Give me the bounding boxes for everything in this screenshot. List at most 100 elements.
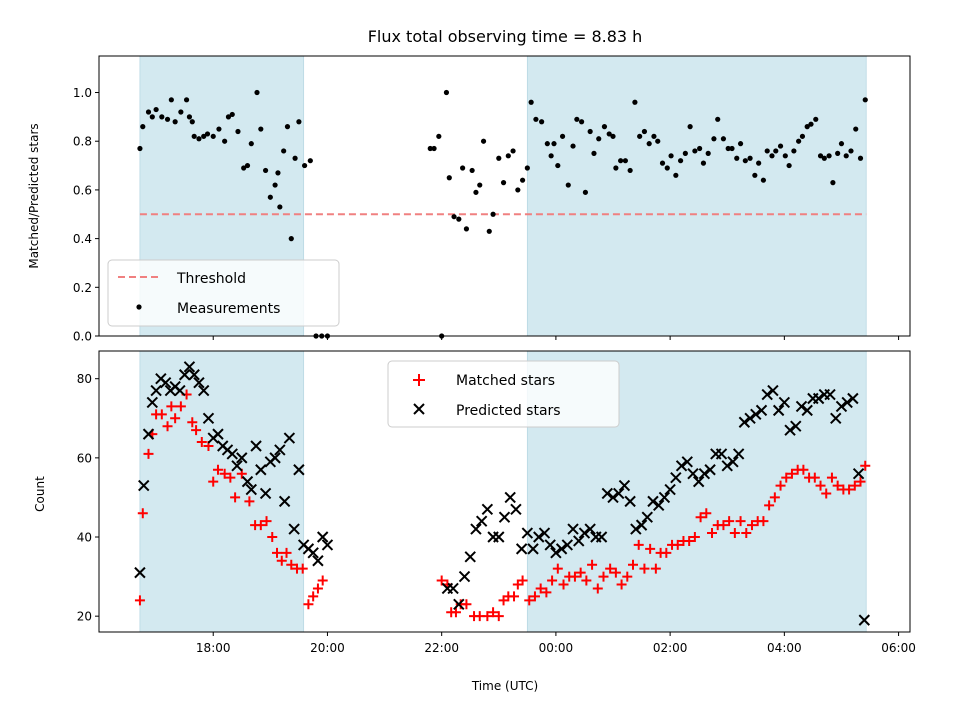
matched-star-point — [844, 484, 855, 495]
measurement-point — [637, 133, 643, 139]
predicted-star-point — [607, 491, 619, 504]
measurement-point — [186, 114, 193, 120]
predicted-star-point — [533, 531, 545, 543]
matched-star-point — [661, 547, 672, 558]
predicted-star-point — [527, 543, 539, 555]
top-legend: Threshold Measurements — [107, 259, 340, 327]
measurement-point — [579, 119, 585, 125]
measurement-point — [137, 145, 143, 152]
matched-star-point — [212, 464, 223, 475]
matched-star-point — [175, 401, 186, 412]
measurement-point — [183, 97, 190, 103]
measurement-point — [725, 145, 731, 152]
axes-frame — [98, 350, 911, 633]
measurement-point — [677, 158, 684, 164]
matched-star-point — [809, 472, 820, 483]
predicted-star-point — [241, 475, 254, 488]
predicted-star-point — [321, 539, 334, 551]
predicted-star-point — [567, 523, 579, 535]
measurement-point — [524, 165, 530, 171]
predicted-star-point — [307, 547, 319, 559]
measurement-point — [782, 153, 788, 159]
matched-star-point — [639, 563, 650, 574]
measurements-legend-marker — [136, 304, 142, 310]
predicted-star-point — [212, 428, 224, 440]
matched-star-point — [628, 559, 639, 570]
predicted-star-point — [197, 384, 210, 397]
measurement-point — [582, 189, 589, 195]
predicted-star-point — [447, 582, 459, 595]
y-tick-label: 0.6 — [73, 183, 92, 197]
matched-star-point — [208, 476, 219, 487]
measurement-point — [777, 143, 784, 149]
predicted-star-point — [595, 531, 608, 543]
matched-star-point — [622, 571, 633, 582]
measurement-point — [821, 155, 827, 161]
matched-star-point — [786, 468, 797, 479]
predicted-star-point — [635, 519, 648, 531]
measurement-point — [172, 119, 178, 125]
measurement-point — [737, 141, 744, 147]
matched-legend-marker — [413, 374, 425, 386]
measurement-point — [618, 158, 624, 164]
matched-star-point — [162, 421, 173, 432]
measurement-point — [275, 170, 281, 176]
measurement-point — [835, 150, 841, 156]
measurement-point — [826, 153, 832, 159]
matched-star-point — [758, 516, 769, 527]
measurement-point — [244, 162, 251, 169]
measurement-point — [486, 228, 492, 234]
measurement-point — [168, 97, 174, 103]
measurement-point — [258, 126, 264, 132]
measurement-point — [627, 167, 633, 174]
matched-star-point — [303, 599, 314, 610]
measurement-point — [804, 124, 810, 130]
predicted-star-point — [283, 432, 296, 444]
top-legend-box — [107, 259, 340, 327]
measurement-point — [668, 153, 674, 159]
matched-star-point — [695, 512, 706, 523]
matched-star-point — [769, 492, 780, 503]
predicted-star-point — [231, 460, 243, 472]
measurement-point — [606, 131, 612, 137]
matched-star-point — [558, 579, 569, 590]
predicted-star-point — [236, 452, 248, 464]
matched-star-point — [461, 599, 472, 610]
predicted-star-point — [812, 392, 825, 405]
matched-star-point — [187, 417, 198, 428]
measurement-point — [720, 136, 727, 142]
measurement-point — [664, 165, 670, 171]
x-tick-label: 22:00 — [424, 641, 459, 655]
measurement-point — [756, 160, 762, 166]
matched-star-point — [598, 571, 609, 582]
matched-star-point — [482, 611, 493, 622]
measurement-point — [817, 153, 824, 159]
y-tick-label: 0.8 — [73, 135, 92, 149]
matched-star-point — [166, 401, 177, 412]
measurement-point — [262, 167, 269, 174]
matched-star-point — [798, 464, 809, 475]
predicted-star-point — [767, 384, 779, 397]
predicted-star-point — [732, 448, 745, 460]
predicted-star-point — [795, 400, 808, 413]
predicted-star-point — [715, 448, 728, 460]
predicted-star-point — [664, 483, 676, 496]
measurement-point — [189, 119, 195, 125]
y-tick-label: 1.0 — [73, 86, 92, 100]
matched-star-point — [718, 520, 729, 531]
measurement-point — [632, 99, 638, 105]
predicted-legend-label: Predicted stars — [456, 403, 561, 419]
x-tick-label: 06:00 — [881, 641, 916, 655]
predicted-star-point — [652, 499, 665, 512]
predicted-star-point — [721, 460, 733, 472]
predicted-star-point — [658, 491, 671, 504]
predicted-star-point — [755, 404, 768, 417]
measurement-point — [533, 116, 539, 122]
predicted-star-point — [183, 361, 196, 373]
predicted-star-point — [493, 531, 505, 543]
measurement-point — [469, 167, 475, 174]
measurement-point — [697, 145, 703, 152]
measurement-point — [830, 180, 836, 186]
matched-star-point — [707, 528, 718, 539]
predicted-star-point — [624, 495, 636, 508]
